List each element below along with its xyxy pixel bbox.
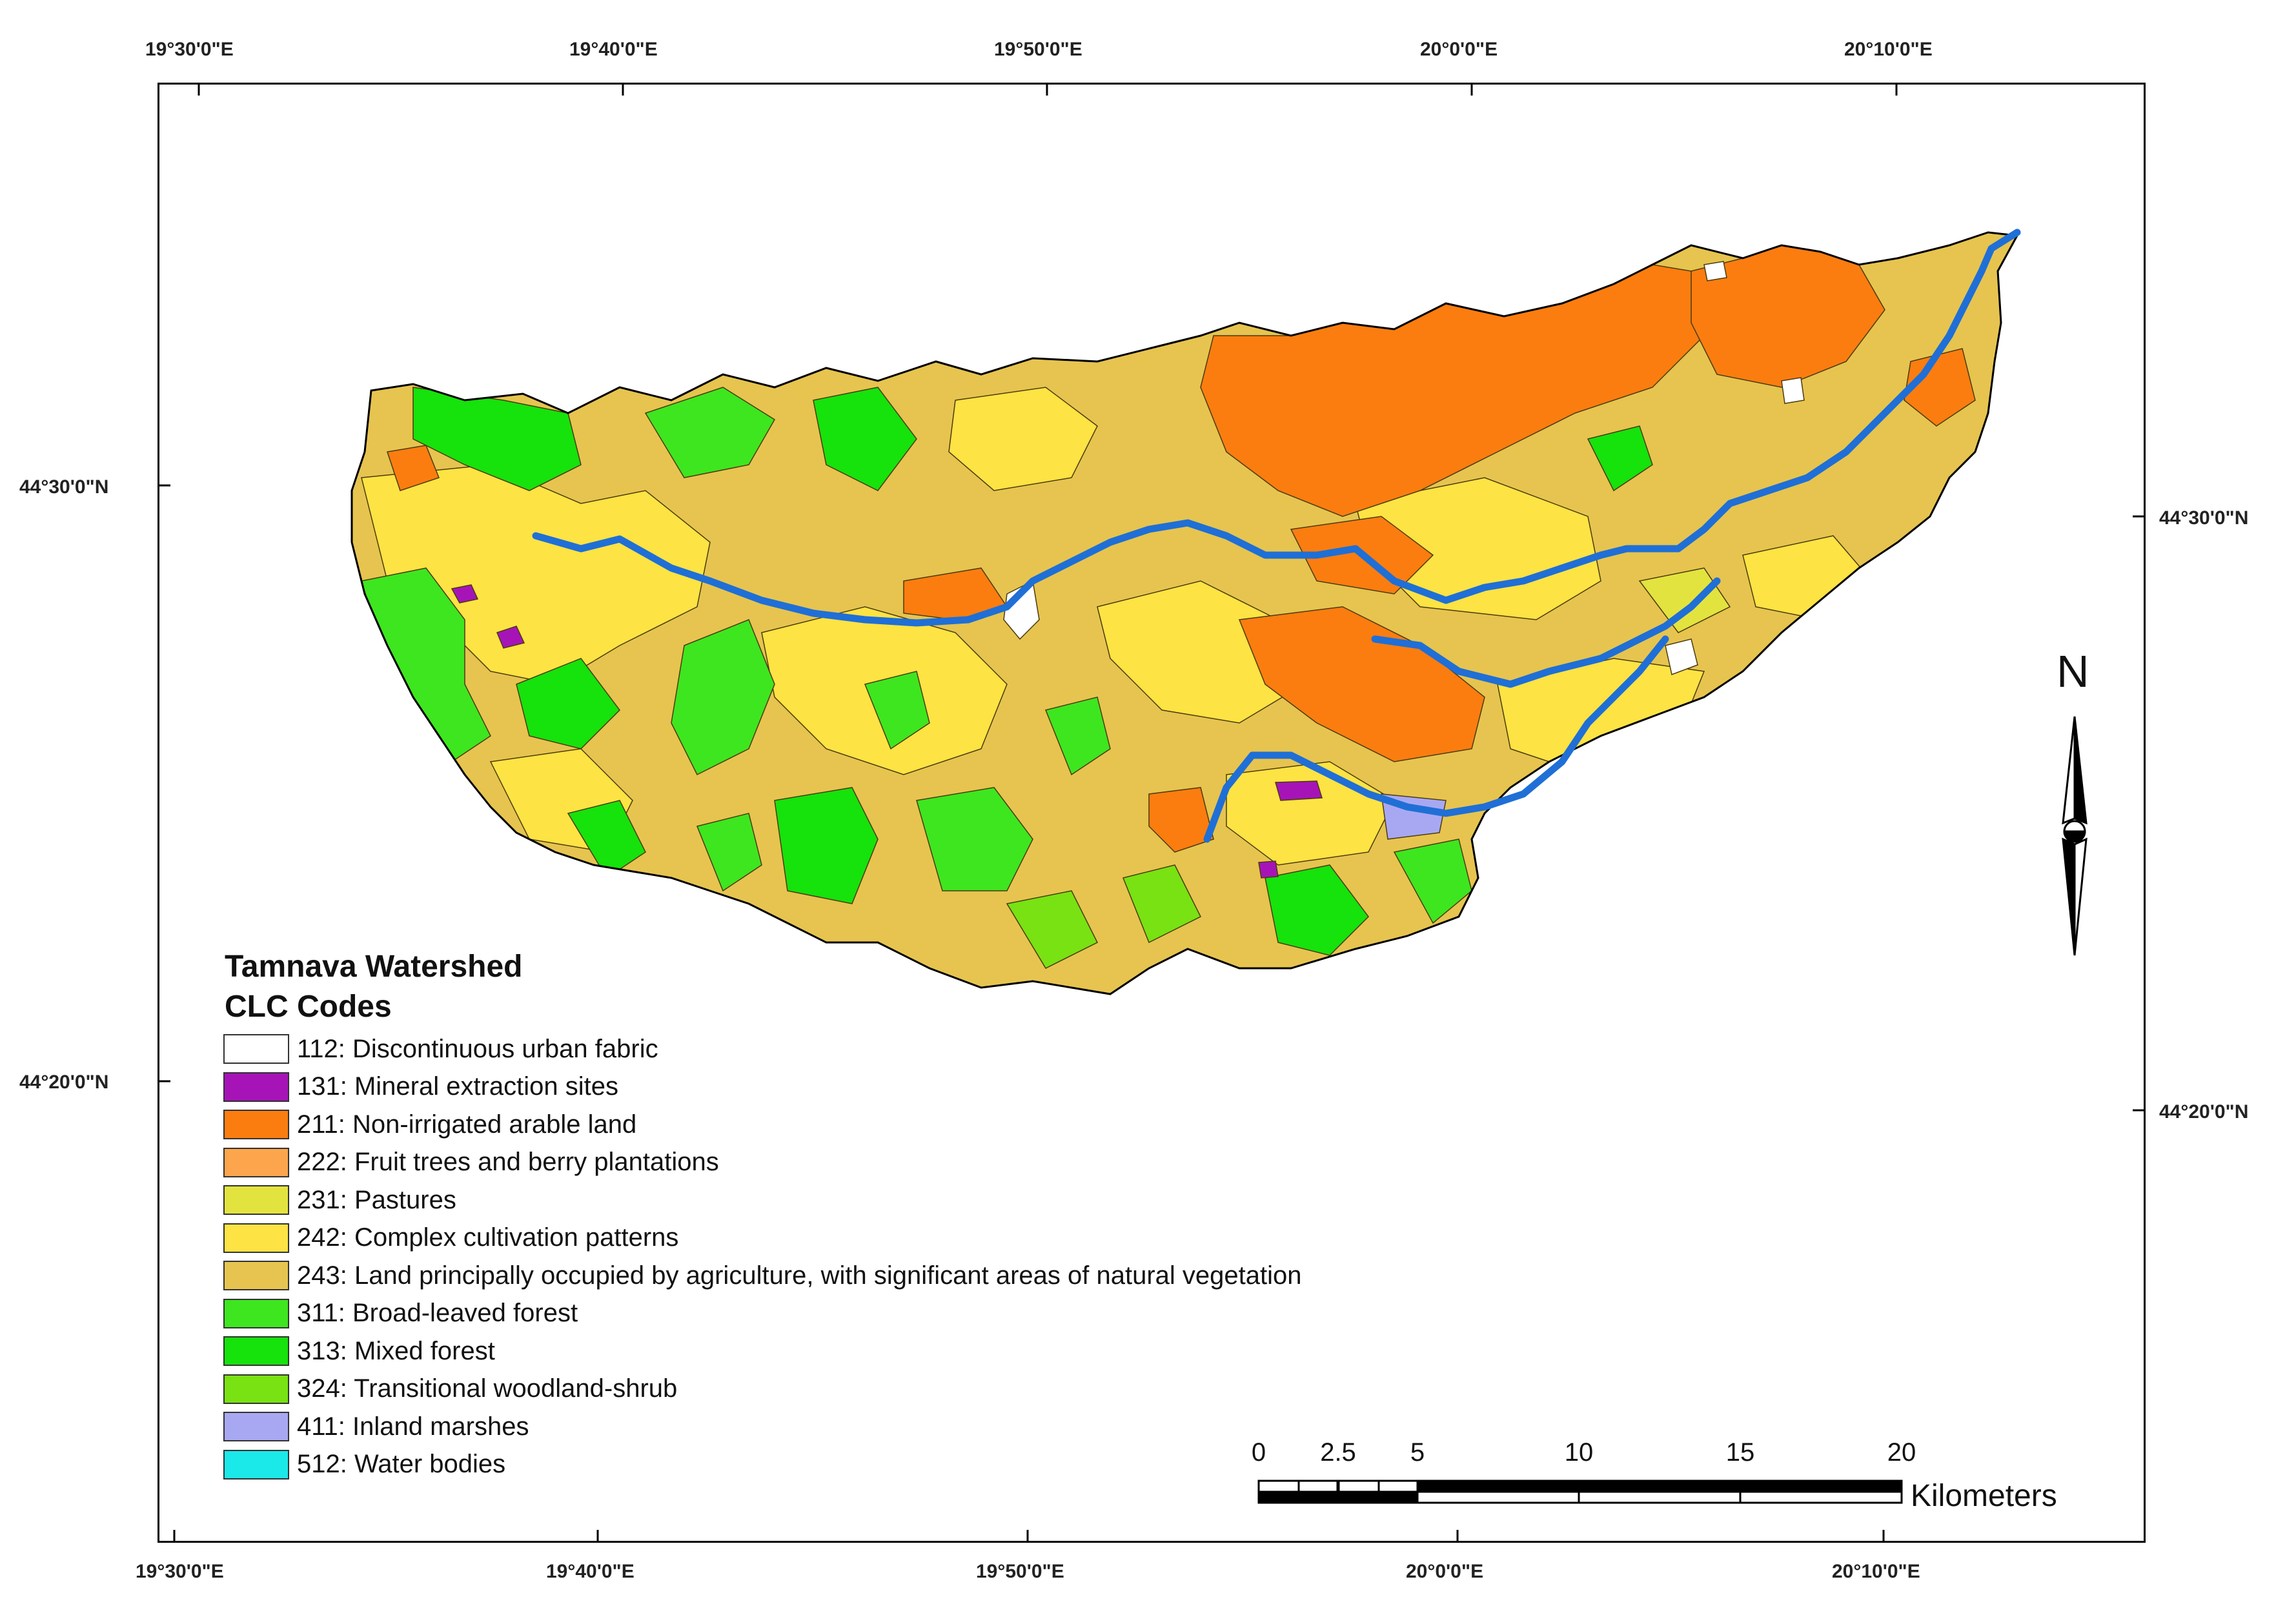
legend-item: 313: Mixed forest bbox=[223, 1335, 495, 1367]
north-arrow-graphic bbox=[2062, 716, 2088, 956]
legend-label: 512: Water bodies bbox=[297, 1450, 506, 1478]
left-lat-2: 44°20'0"N bbox=[19, 1072, 109, 1093]
scale-tick-5: 5 bbox=[1410, 1438, 1425, 1467]
bottom-lon-3: 19°50'0"E bbox=[976, 1561, 1064, 1582]
watershed-boundary bbox=[350, 231, 2019, 995]
legend-item: 112: Discontinuous urban fabric bbox=[223, 1033, 658, 1065]
main-river bbox=[532, 229, 2021, 627]
legend-label: 243: Land principally occupied by agricu… bbox=[297, 1261, 1302, 1290]
legend-item: 211: Non-irrigated arable land bbox=[223, 1108, 636, 1141]
legend-swatch bbox=[223, 1072, 289, 1102]
legend-item: 222: Fruit trees and berry plantations bbox=[223, 1146, 719, 1179]
top-lon-3: 19°50'0"E bbox=[994, 39, 1082, 60]
legend-label: 211: Non-irrigated arable land bbox=[297, 1110, 637, 1139]
legend-item: 242: Complex cultivation patterns bbox=[223, 1222, 678, 1254]
bottom-lon-5: 20°10'0"E bbox=[1832, 1561, 1920, 1582]
scale-unit: Kilometers bbox=[1911, 1479, 2057, 1513]
legend-item: 411: Inland marshes bbox=[223, 1410, 529, 1443]
graticule-ticks bbox=[157, 83, 2146, 1543]
bottom-lon-1: 19°30'0"E bbox=[136, 1561, 224, 1582]
legend-swatch bbox=[223, 1412, 289, 1441]
top-lon-1: 19°30'0"E bbox=[145, 39, 234, 60]
scale-tick-0: 0 bbox=[1251, 1438, 1266, 1467]
top-lon-4: 20°0'0"E bbox=[1420, 39, 1498, 60]
legend-label: 222: Fruit trees and berry plantations bbox=[297, 1148, 719, 1176]
legend-item: 131: Mineral extraction sites bbox=[223, 1071, 618, 1103]
legend-subtitle: CLC Codes bbox=[225, 990, 392, 1024]
legend-item: 311: Broad-leaved forest bbox=[223, 1297, 578, 1330]
legend-swatch bbox=[223, 1110, 289, 1139]
landcover-patches bbox=[361, 245, 1976, 969]
legend-swatch bbox=[223, 1261, 289, 1290]
scale-tick-15: 15 bbox=[1725, 1438, 1755, 1467]
legend-label: 131: Mineral extraction sites bbox=[297, 1072, 619, 1101]
legend-swatch bbox=[223, 1185, 289, 1215]
top-lon-2: 19°40'0"E bbox=[569, 39, 658, 60]
right-lat-2: 44°20'0"N bbox=[2159, 1101, 2249, 1123]
scale-tick-20: 20 bbox=[1887, 1438, 1916, 1467]
legend-swatch bbox=[223, 1223, 289, 1253]
left-lat-1: 44°30'0"N bbox=[19, 476, 109, 498]
rivers bbox=[532, 229, 2021, 843]
right-lat-1: 44°30'0"N bbox=[2159, 507, 2249, 529]
legend-swatch bbox=[223, 1449, 289, 1480]
legend-label: 112: Discontinuous urban fabric bbox=[297, 1034, 658, 1063]
legend-label: 311: Broad-leaved forest bbox=[297, 1299, 578, 1327]
legend-swatch bbox=[223, 1034, 289, 1064]
bottom-lon-2: 19°40'0"E bbox=[546, 1561, 635, 1582]
legend-label: 324: Transitional woodland-shrub bbox=[297, 1374, 678, 1403]
tributary-east bbox=[1371, 577, 1721, 688]
legend-label: 411: Inland marshes bbox=[297, 1412, 529, 1441]
legend-swatch bbox=[223, 1298, 289, 1328]
scale-bar-graphic bbox=[1257, 1480, 1903, 1504]
legend-item: 324: Transitional woodland-shrub bbox=[223, 1373, 677, 1405]
legend-swatch bbox=[223, 1336, 289, 1366]
legend-label: 313: Mixed forest bbox=[297, 1336, 495, 1365]
north-arrow-letter: N bbox=[2057, 646, 2089, 697]
bottom-lon-4: 20°0'0"E bbox=[1406, 1561, 1484, 1582]
legend-swatch bbox=[223, 1147, 289, 1177]
legend-item: 231: Pastures bbox=[223, 1184, 456, 1216]
legend-item: 512: Water bodies bbox=[223, 1449, 505, 1481]
top-lon-5: 20°10'0"E bbox=[1844, 39, 1933, 60]
legend-title: Tamnava Watershed bbox=[225, 950, 523, 984]
scale-tick-2-5: 2.5 bbox=[1320, 1438, 1356, 1467]
legend-item: 243: Land principally occupied by agricu… bbox=[223, 1259, 1301, 1292]
tributary-south bbox=[1203, 635, 1669, 843]
legend-label: 242: Complex cultivation patterns bbox=[297, 1223, 679, 1252]
legend-label: 231: Pastures bbox=[297, 1185, 456, 1214]
legend-swatch bbox=[223, 1374, 289, 1404]
scale-tick-10: 10 bbox=[1564, 1438, 1594, 1467]
